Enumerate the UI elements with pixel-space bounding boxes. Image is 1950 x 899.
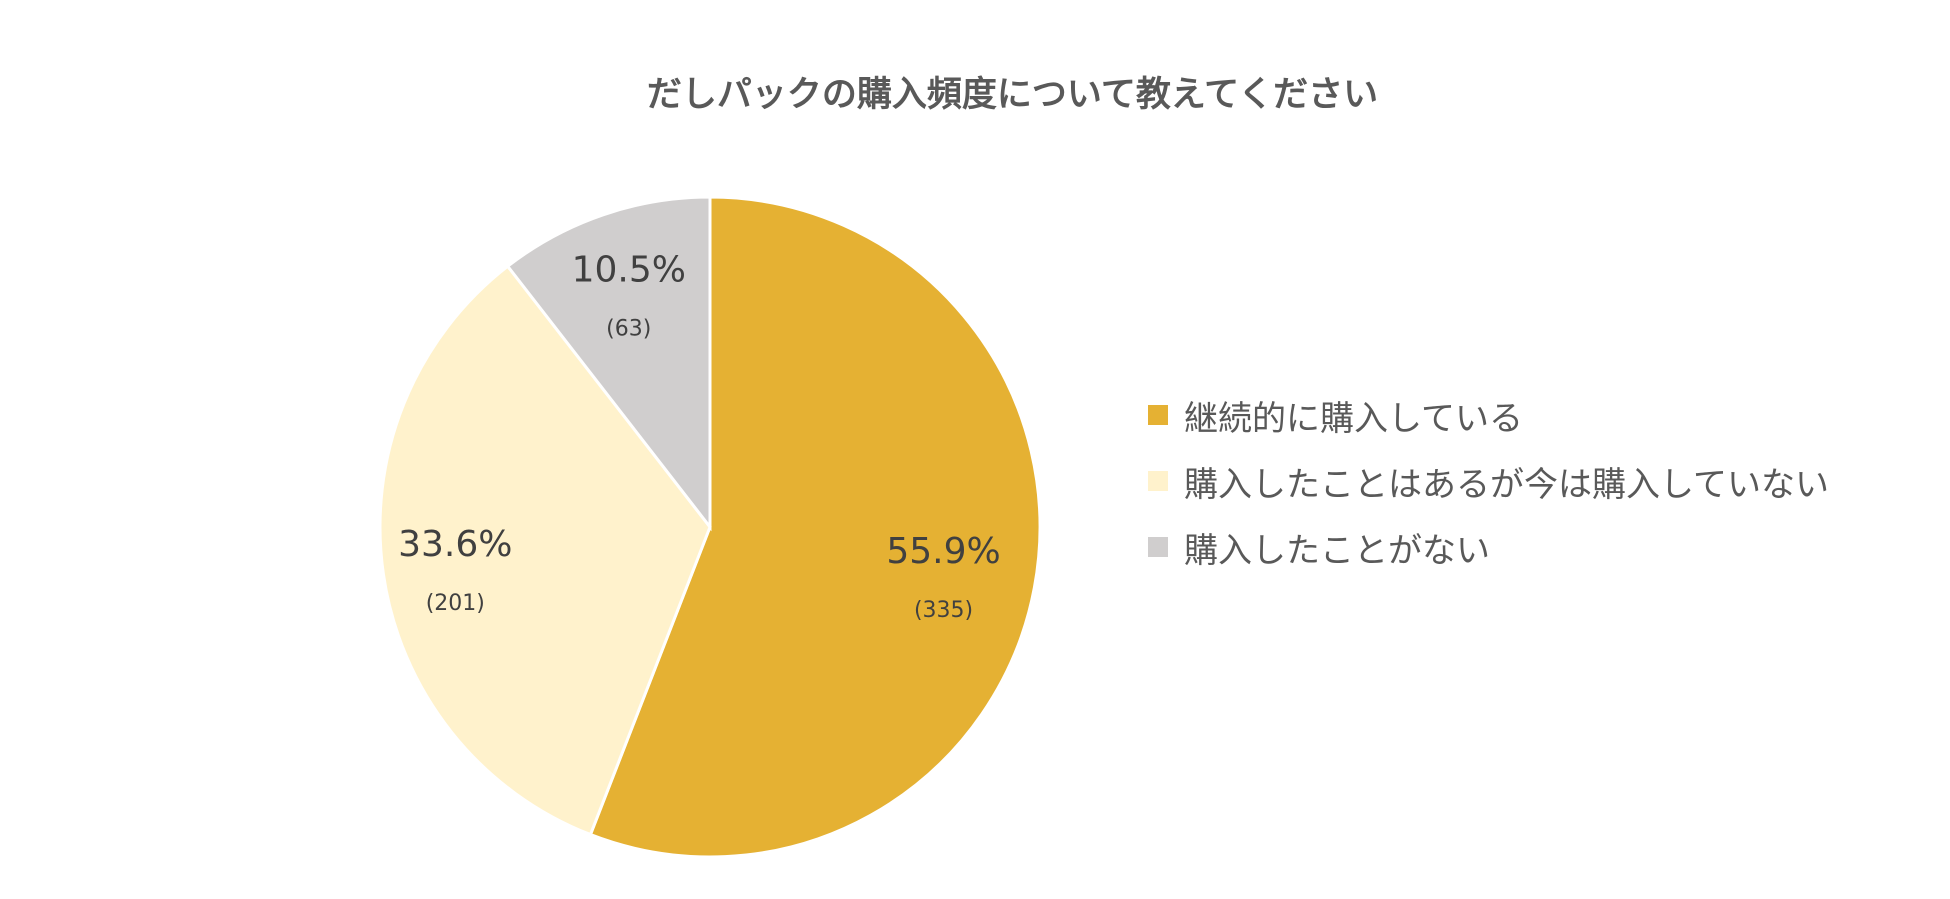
legend-swatch-past: [1148, 471, 1168, 491]
pie-slices: [378, 195, 1042, 859]
legend-label-past: 購入したことはあるが今は購入していない: [1184, 464, 1829, 505]
pie-slice-never: [505, 195, 712, 532]
legend: 継続的に購入している購入したことはあるが今は購入していない 購入したことがない: [1148, 382, 1829, 580]
legend-label-continuous: 継続的に購入している: [1184, 398, 1523, 439]
pie-slice-past: [378, 264, 712, 837]
slice-label-percent-never: 10.5%: [572, 250, 686, 291]
legend-swatch-never: [1148, 537, 1168, 557]
legend-item-continuous: 継続的に購入している: [1148, 382, 1829, 448]
slice-label-count-never: (63): [606, 317, 651, 342]
pie-labels: 55.9% (335) 33.6% (201) 10.5% (63): [398, 250, 1001, 623]
slice-label-count-past: (201): [426, 591, 485, 616]
legend-item-never: 購入したことがない: [1148, 514, 1829, 580]
slice-label-percent-continuous: 55.9%: [886, 531, 1000, 572]
legend-item-past: 購入したことはあるが今は購入していない: [1148, 448, 1829, 514]
pie-slice-continuous: [588, 195, 1042, 859]
slice-label-count-continuous: (335): [914, 598, 973, 623]
legend-swatch-continuous: [1148, 405, 1168, 425]
chart-title: だしパックの購入頻度について教えてください: [646, 75, 1379, 115]
legend-label-never: 購入したことがない: [1184, 530, 1490, 571]
slice-label-percent-past: 33.6%: [398, 524, 512, 565]
